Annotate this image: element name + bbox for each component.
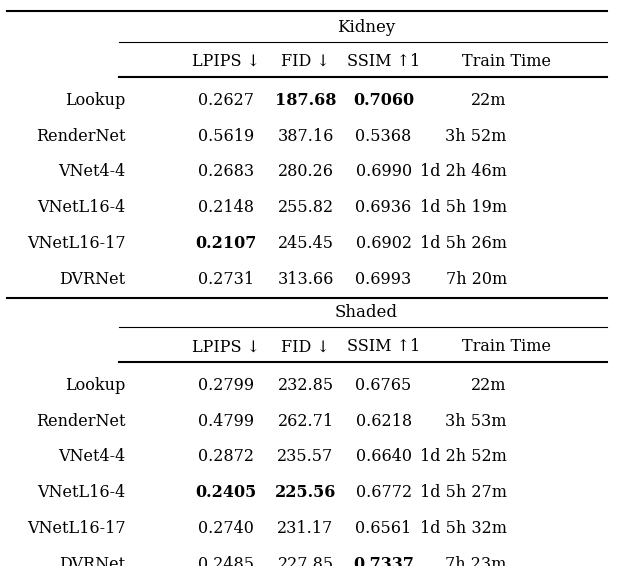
Text: SSIM ↑1: SSIM ↑1: [347, 53, 420, 70]
Text: 1d 5h 26m: 1d 5h 26m: [420, 235, 507, 252]
Text: 3h 53m: 3h 53m: [446, 413, 507, 430]
Text: Train Time: Train Time: [462, 338, 551, 355]
Text: Lookup: Lookup: [66, 92, 125, 109]
Text: 3h 52m: 3h 52m: [446, 127, 507, 144]
Text: 232.85: 232.85: [277, 377, 334, 394]
Text: FID ↓: FID ↓: [281, 338, 330, 355]
Text: 187.68: 187.68: [275, 92, 336, 109]
Text: 225.56: 225.56: [275, 484, 336, 501]
Text: 22m: 22m: [472, 377, 507, 394]
Text: 0.2107: 0.2107: [195, 235, 257, 252]
Text: 262.71: 262.71: [277, 413, 334, 430]
Text: 1d 5h 27m: 1d 5h 27m: [420, 484, 507, 501]
Text: 0.2683: 0.2683: [198, 164, 254, 181]
Text: Lookup: Lookup: [66, 377, 125, 394]
Text: 0.2740: 0.2740: [198, 520, 254, 537]
Text: SSIM ↑1: SSIM ↑1: [347, 338, 420, 355]
Text: 0.6765: 0.6765: [355, 377, 412, 394]
Text: RenderNet: RenderNet: [36, 413, 125, 430]
Text: 0.4799: 0.4799: [198, 413, 254, 430]
Text: 0.5368: 0.5368: [355, 127, 412, 144]
Text: 1d 2h 52m: 1d 2h 52m: [420, 448, 507, 465]
Text: 0.2799: 0.2799: [198, 377, 254, 394]
Text: Train Time: Train Time: [462, 53, 551, 70]
Text: FID ↓: FID ↓: [281, 53, 330, 70]
Text: VNet4-4: VNet4-4: [58, 164, 125, 181]
Text: 0.6640: 0.6640: [355, 448, 412, 465]
Text: 1d 5h 19m: 1d 5h 19m: [420, 199, 507, 216]
Text: VNetL16-17: VNetL16-17: [27, 520, 125, 537]
Text: 0.6993: 0.6993: [355, 271, 412, 288]
Text: 0.6990: 0.6990: [355, 164, 412, 181]
Text: RenderNet: RenderNet: [36, 127, 125, 144]
Text: DVRNet: DVRNet: [59, 556, 125, 566]
Text: 227.85: 227.85: [277, 556, 334, 566]
Text: Kidney: Kidney: [337, 19, 396, 36]
Text: 1d 2h 46m: 1d 2h 46m: [420, 164, 507, 181]
Text: LPIPS ↓: LPIPS ↓: [192, 338, 260, 355]
Text: LPIPS ↓: LPIPS ↓: [192, 53, 260, 70]
Text: 0.2731: 0.2731: [198, 271, 254, 288]
Text: 0.6936: 0.6936: [355, 199, 412, 216]
Text: VNet4-4: VNet4-4: [58, 448, 125, 465]
Text: 231.17: 231.17: [277, 520, 334, 537]
Text: 245.45: 245.45: [277, 235, 334, 252]
Text: 0.7337: 0.7337: [353, 556, 414, 566]
Text: VNetL16-4: VNetL16-4: [37, 199, 125, 216]
Text: 0.7060: 0.7060: [353, 92, 414, 109]
Text: 7h 23m: 7h 23m: [446, 556, 507, 566]
Text: 0.6561: 0.6561: [355, 520, 412, 537]
Text: VNetL16-4: VNetL16-4: [37, 484, 125, 501]
Text: 0.2405: 0.2405: [195, 484, 257, 501]
Text: VNetL16-17: VNetL16-17: [27, 235, 125, 252]
Text: 387.16: 387.16: [277, 127, 334, 144]
Text: 0.6218: 0.6218: [355, 413, 412, 430]
Text: 0.2485: 0.2485: [198, 556, 254, 566]
Text: 255.82: 255.82: [277, 199, 334, 216]
Text: 0.2148: 0.2148: [198, 199, 254, 216]
Text: 1d 5h 32m: 1d 5h 32m: [420, 520, 507, 537]
Text: 235.57: 235.57: [277, 448, 334, 465]
Text: Shaded: Shaded: [335, 304, 398, 321]
Text: DVRNet: DVRNet: [59, 271, 125, 288]
Text: 0.2627: 0.2627: [198, 92, 254, 109]
Text: 0.6772: 0.6772: [355, 484, 412, 501]
Text: 0.2872: 0.2872: [198, 448, 254, 465]
Text: 280.26: 280.26: [277, 164, 334, 181]
Text: 0.5619: 0.5619: [198, 127, 255, 144]
Text: 0.6902: 0.6902: [355, 235, 412, 252]
Text: 7h 20m: 7h 20m: [446, 271, 507, 288]
Text: 22m: 22m: [472, 92, 507, 109]
Text: 313.66: 313.66: [277, 271, 334, 288]
